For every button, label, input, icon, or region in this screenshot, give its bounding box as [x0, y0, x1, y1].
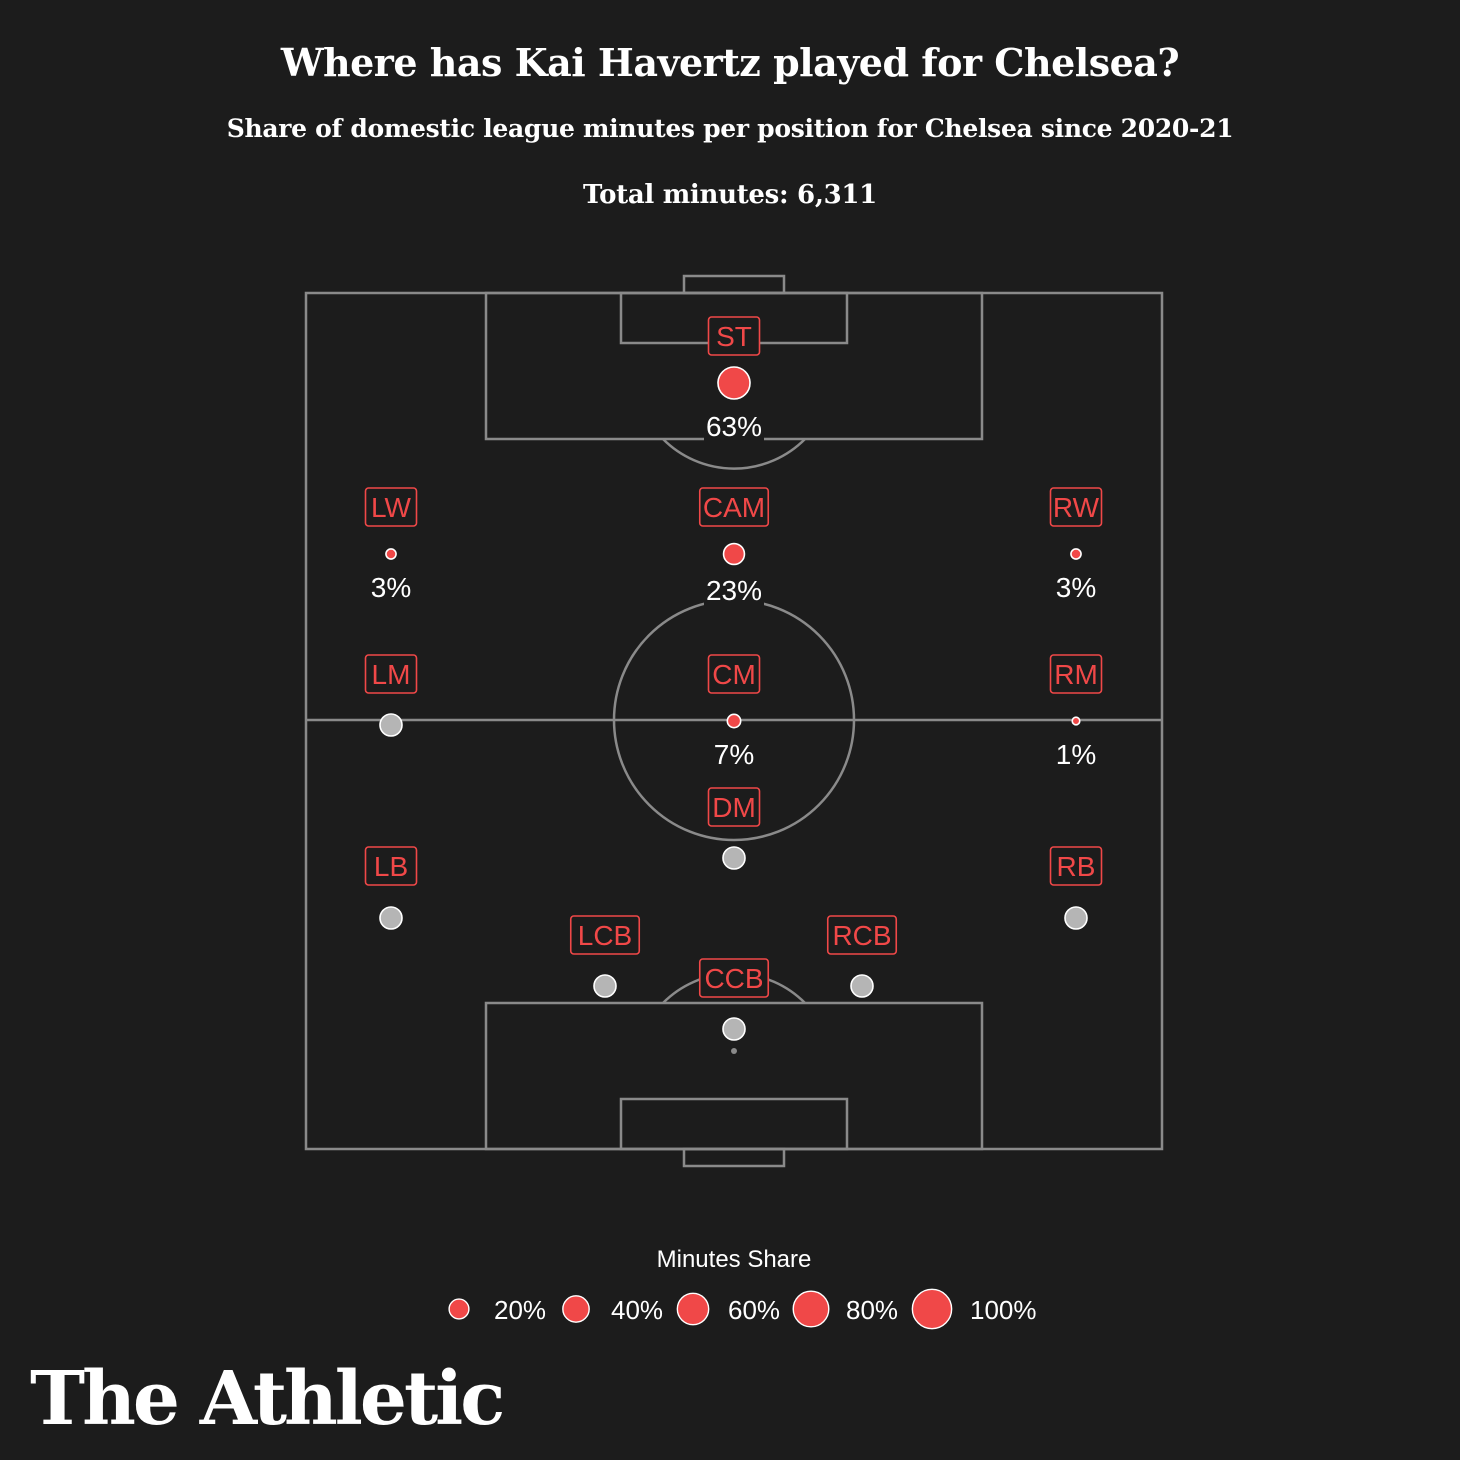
empty-dot-rb [1064, 906, 1088, 930]
position-dm: DM [707, 787, 761, 870]
top-penalty-arc [662, 438, 806, 470]
position-label-box-st [707, 316, 761, 356]
position-label-box-dm [707, 787, 761, 827]
position-st: ST 63% [704, 316, 764, 443]
legend-dot-80 [792, 1290, 830, 1328]
share-label-rw: 3% [1056, 572, 1096, 603]
share-label-lw: 3% [371, 572, 411, 603]
position-label-box-lb [364, 846, 418, 886]
position-label-box-rw [1049, 487, 1103, 527]
position-label-lcb: LCB [578, 920, 632, 951]
empty-dot-rcb [850, 974, 874, 998]
bottom-six-yard-box [619, 1097, 849, 1151]
share-label-bg-cm [713, 735, 755, 771]
position-label-rcb: RCB [832, 920, 891, 951]
legend-dot-100 [911, 1288, 953, 1330]
position-label-dm: DM [712, 792, 756, 823]
legend-label-60: 60% [728, 1295, 780, 1325]
empty-dot-lcb [593, 974, 617, 998]
share-label-cam: 23% [706, 575, 762, 606]
bottom-penalty-spot [731, 1048, 737, 1054]
brand-logo: The Athletic [30, 1356, 505, 1442]
position-lcb: LCB [569, 915, 641, 998]
position-label-ccb: CCB [704, 963, 763, 994]
legend-label-20: 20% [494, 1295, 546, 1325]
position-label-rm: RM [1054, 659, 1098, 690]
position-lm: LM [364, 654, 418, 737]
chart-subtitle: Share of domestic league minutes per pos… [226, 114, 1234, 143]
position-label-box-lw [364, 487, 418, 527]
position-rb: RB [1049, 846, 1103, 930]
share-label-rm: 1% [1056, 739, 1096, 770]
legend-dot-60 [676, 1292, 710, 1326]
legend-dot-40 [562, 1295, 590, 1323]
position-label-box-rm [1049, 654, 1103, 694]
position-label-box-cam [698, 487, 770, 527]
share-dot-st [717, 366, 751, 400]
position-cam: CAM 23% [698, 487, 770, 607]
position-label-box-rb [1049, 846, 1103, 886]
position-label-lb: LB [374, 851, 408, 882]
position-label-box-cm [707, 654, 761, 694]
share-label-bg-lw [370, 568, 412, 604]
share-dot-rw [1070, 548, 1082, 560]
position-label-rw: RW [1053, 492, 1100, 523]
share-label-bg-cam [704, 571, 764, 607]
legend-dot-20 [448, 1298, 470, 1320]
legend-title: Minutes Share [657, 1246, 812, 1273]
share-dot-rm [1071, 716, 1081, 726]
position-rw: RW 3% [1049, 487, 1103, 604]
legend-label-100: 100% [970, 1295, 1037, 1325]
share-label-bg-rw [1055, 568, 1097, 604]
share-label-bg-st [704, 407, 764, 443]
share-dot-cm [726, 713, 742, 729]
positions-layer: ST 63% LW 3% CAM 23% RW 3% LM CM 7% RM 1% DM LB RB LCB RC… [364, 316, 1103, 1041]
legend: Minutes Share 20% 40% 60% 80% 100% [448, 1246, 1037, 1330]
position-label-box-rcb [826, 915, 898, 955]
position-label-box-lcb [569, 915, 641, 955]
position-lb: LB [364, 846, 418, 930]
position-lw: LW 3% [364, 487, 418, 604]
legend-label-80: 80% [846, 1295, 898, 1325]
bottom-goal [682, 1147, 786, 1168]
position-label-box-ccb [698, 958, 770, 998]
top-goal [682, 274, 786, 295]
position-rm: RM 1% [1049, 654, 1103, 771]
position-label-cam: CAM [703, 492, 765, 523]
legend-label-40: 40% [611, 1295, 663, 1325]
position-label-lm: LM [372, 659, 411, 690]
position-label-cm: CM [712, 659, 756, 690]
position-label-st: ST [716, 321, 752, 352]
empty-dot-ccb [722, 1017, 746, 1041]
empty-dot-lm [379, 713, 403, 737]
position-label-rb: RB [1057, 851, 1096, 882]
empty-dot-dm [722, 846, 746, 870]
position-label-lw: LW [371, 492, 411, 523]
share-label-bg-rm [1055, 735, 1097, 771]
position-cm: CM 7% [707, 654, 761, 771]
chart-title: Where has Kai Havertz played for Chelsea… [280, 40, 1180, 85]
position-label-box-lm [364, 654, 418, 694]
share-dot-cam [722, 542, 746, 566]
position-rcb: RCB [826, 915, 898, 998]
share-label-st: 63% [706, 411, 762, 442]
position-ccb: CCB [698, 958, 770, 1041]
share-label-cm: 7% [714, 739, 754, 770]
total-minutes: Total minutes: 6,311 [583, 180, 877, 210]
empty-dot-lb [379, 906, 403, 930]
share-dot-lw [385, 548, 397, 560]
